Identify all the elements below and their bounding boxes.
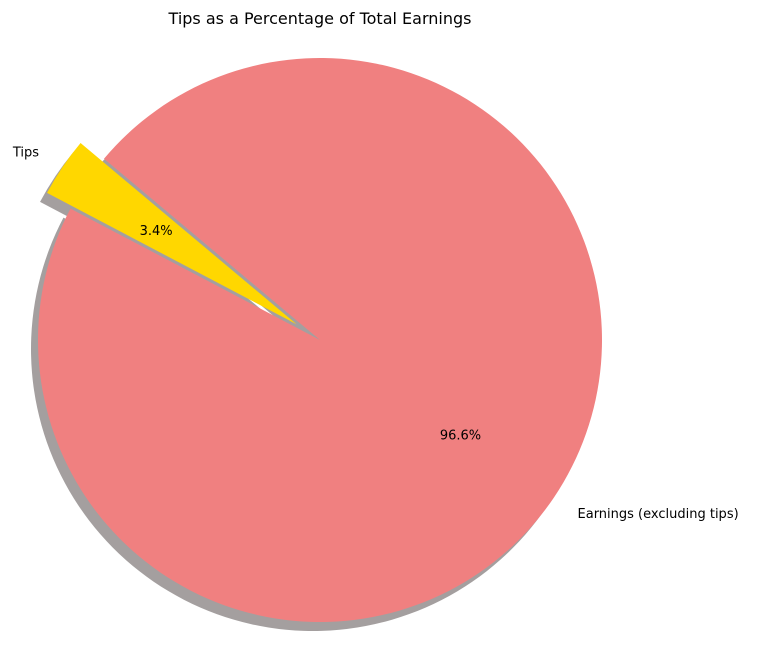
pie-slice-tips (47, 143, 297, 325)
label-layer: Tips 3.4% Earnings (excluding tips) 96.6% (12, 145, 739, 522)
slice-label-tips: Tips (12, 145, 39, 160)
slice-layer (38, 57, 603, 622)
pie-slice-earnings-excluding-tips (38, 57, 603, 622)
slice-label-earnings-excluding-tips: Earnings (excluding tips) (578, 507, 739, 522)
slice-percent-earnings-excluding-tips: 96.6% (440, 428, 481, 443)
chart-title: Tips as a Percentage of Total Earnings (168, 9, 472, 28)
slice-percent-tips: 3.4% (140, 224, 173, 239)
